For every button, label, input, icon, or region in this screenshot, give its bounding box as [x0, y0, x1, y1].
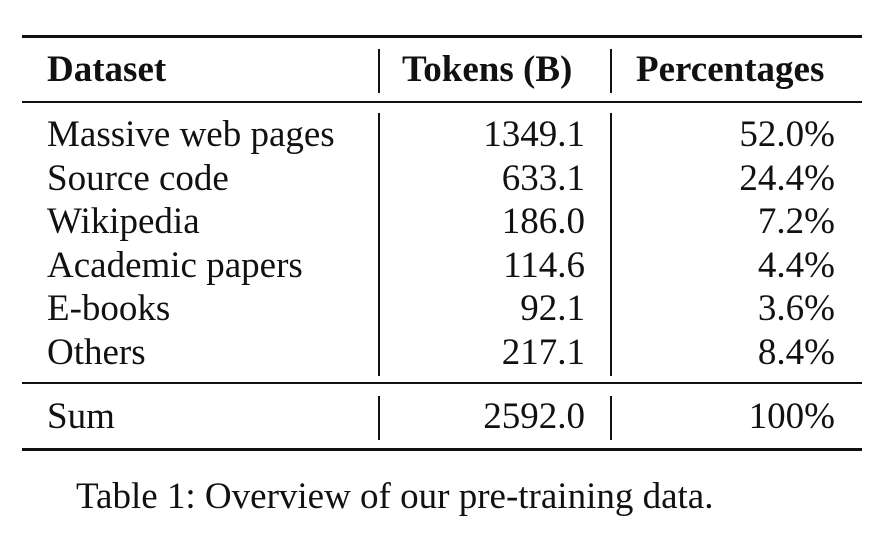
dataset-cell: Wikipedia [47, 201, 200, 242]
sum-percent: 100% [748, 396, 835, 437]
dataset-cell: E-books [47, 288, 171, 329]
table-bottom-rule [22, 448, 862, 451]
dataset-cell: Academic papers [47, 245, 303, 286]
header-separator-rule [22, 101, 862, 103]
body-column-divider-2 [610, 113, 612, 376]
table-top-rule [22, 35, 862, 38]
tokens-cell: 217.1 [501, 332, 585, 373]
sum-label: Sum [47, 396, 115, 437]
header-dataset: Dataset [47, 49, 167, 90]
percent-cell: 52.0% [739, 114, 835, 155]
body-column-divider-1 [378, 113, 380, 376]
percent-cell: 4.4% [757, 245, 835, 286]
header-column-divider-2 [610, 49, 612, 93]
sum-tokens: 2592.0 [483, 396, 585, 437]
dataset-cell: Massive web pages [47, 114, 335, 155]
table-caption: Table 1: Overview of our pre-training da… [76, 476, 714, 517]
sum-column-divider-2 [610, 396, 612, 440]
tokens-cell: 186.0 [501, 201, 585, 242]
sum-separator-rule [22, 382, 862, 384]
tokens-cell: 92.1 [520, 288, 585, 329]
dataset-cell: Others [47, 332, 146, 373]
header-column-divider-1 [378, 49, 380, 93]
percent-cell: 8.4% [757, 332, 835, 373]
percent-cell: 7.2% [757, 201, 835, 242]
tokens-cell: 114.6 [503, 245, 585, 286]
tokens-cell: 633.1 [501, 158, 585, 199]
tokens-cell: 1349.1 [483, 114, 585, 155]
sum-column-divider-1 [378, 396, 380, 440]
dataset-cell: Source code [47, 158, 229, 199]
header-tokens: Tokens (B) [402, 49, 573, 90]
percent-cell: 24.4% [739, 158, 835, 199]
header-percentages: Percentages [636, 49, 825, 90]
percent-cell: 3.6% [757, 288, 835, 329]
